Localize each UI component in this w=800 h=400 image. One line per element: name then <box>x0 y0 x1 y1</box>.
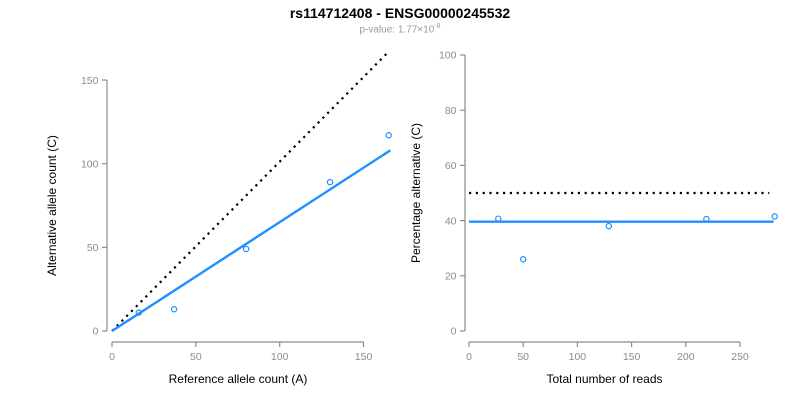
x-tick-label: 100 <box>569 351 587 363</box>
y-tick-label: 100 <box>439 50 457 62</box>
right-plot-xlabel: Total number of reads <box>546 372 662 386</box>
x-tick-label: 150 <box>355 351 373 363</box>
y-tick-label: 150 <box>81 75 99 87</box>
data-point <box>605 222 613 230</box>
data-point <box>771 213 778 220</box>
y-tick-label: 0 <box>451 326 457 338</box>
p-value-exponent: -8 <box>434 23 441 30</box>
y-tick-label: 60 <box>445 160 457 172</box>
left-plot-xlabel: Reference allele count (A) <box>169 372 308 386</box>
x-tick-label: 50 <box>190 351 202 363</box>
data-point <box>326 178 334 186</box>
y-tick-label: 50 <box>87 242 99 254</box>
p-value-subtitle: p-value: 1.77×10-8 <box>0 23 800 35</box>
x-tick-label: 200 <box>677 351 695 363</box>
data-point <box>385 132 392 139</box>
fit-line <box>111 149 392 333</box>
p-value-label: p-value: <box>359 24 398 36</box>
data-point <box>242 245 250 253</box>
x-tick-label: 0 <box>466 351 472 363</box>
y-tick-label: 80 <box>445 105 457 117</box>
y-tick-label: 100 <box>81 158 99 170</box>
x-tick-label: 50 <box>517 351 529 363</box>
y-tick-label: 40 <box>445 215 457 227</box>
data-point <box>170 306 178 313</box>
identity-line <box>111 52 388 332</box>
data-point <box>520 256 527 263</box>
right-plot-marks: 0 50 100 150 200 250 0 20 40 60 80 100 <box>439 50 778 363</box>
x-tick-label: 250 <box>731 351 749 363</box>
data-point <box>135 309 143 316</box>
y-tick-label: 0 <box>93 326 99 338</box>
left-plot-marks: 0 50 100 150 0 50 100 150 <box>81 52 392 363</box>
left-scatter-plot: Reference allele count (A) Alternative a… <box>45 52 392 386</box>
p-value-mantissa: 1.77×10 <box>397 24 435 36</box>
right-plot-ylabel: Percentage alternative (C) <box>409 123 423 263</box>
data-point <box>495 215 502 222</box>
data-point <box>703 215 710 223</box>
x-tick-label: 0 <box>109 351 115 363</box>
figure-title: rs114712408 - ENSG00000245532 <box>289 5 511 21</box>
x-tick-label: 100 <box>271 351 289 363</box>
y-tick-label: 20 <box>445 271 457 283</box>
right-scatter-plot: Total number of reads Percentage alterna… <box>409 50 778 386</box>
left-plot-ylabel: Alternative allele count (C) <box>45 135 59 276</box>
x-tick-label: 150 <box>623 351 641 363</box>
